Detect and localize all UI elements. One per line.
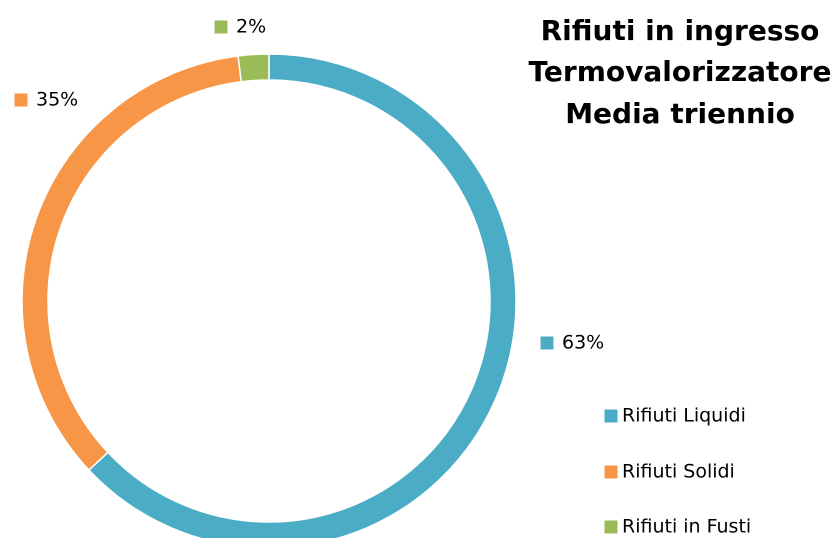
chart-title: Termovalorizzatore [529,55,832,88]
legend-marker [603,408,619,424]
legend-marker [603,519,619,535]
legend-label: Rifiuti in Fusti [622,516,751,538]
donut-slice [87,53,517,538]
chart-title: Media triennio [565,97,795,130]
label-marker [213,19,229,35]
chart-title: Rifiuti in ingresso [541,14,820,47]
legend-label: Rifiuti Liquidi [622,405,746,427]
donut-slice [21,55,243,472]
legend-marker [603,464,619,480]
legend-label: Rifiuti Solidi [622,461,735,483]
data-label: 63% [562,332,604,354]
data-label: 2% [236,16,266,38]
label-marker [539,335,555,351]
label-marker [13,92,29,108]
donut-slice [237,53,270,83]
data-label: 35% [36,89,78,111]
